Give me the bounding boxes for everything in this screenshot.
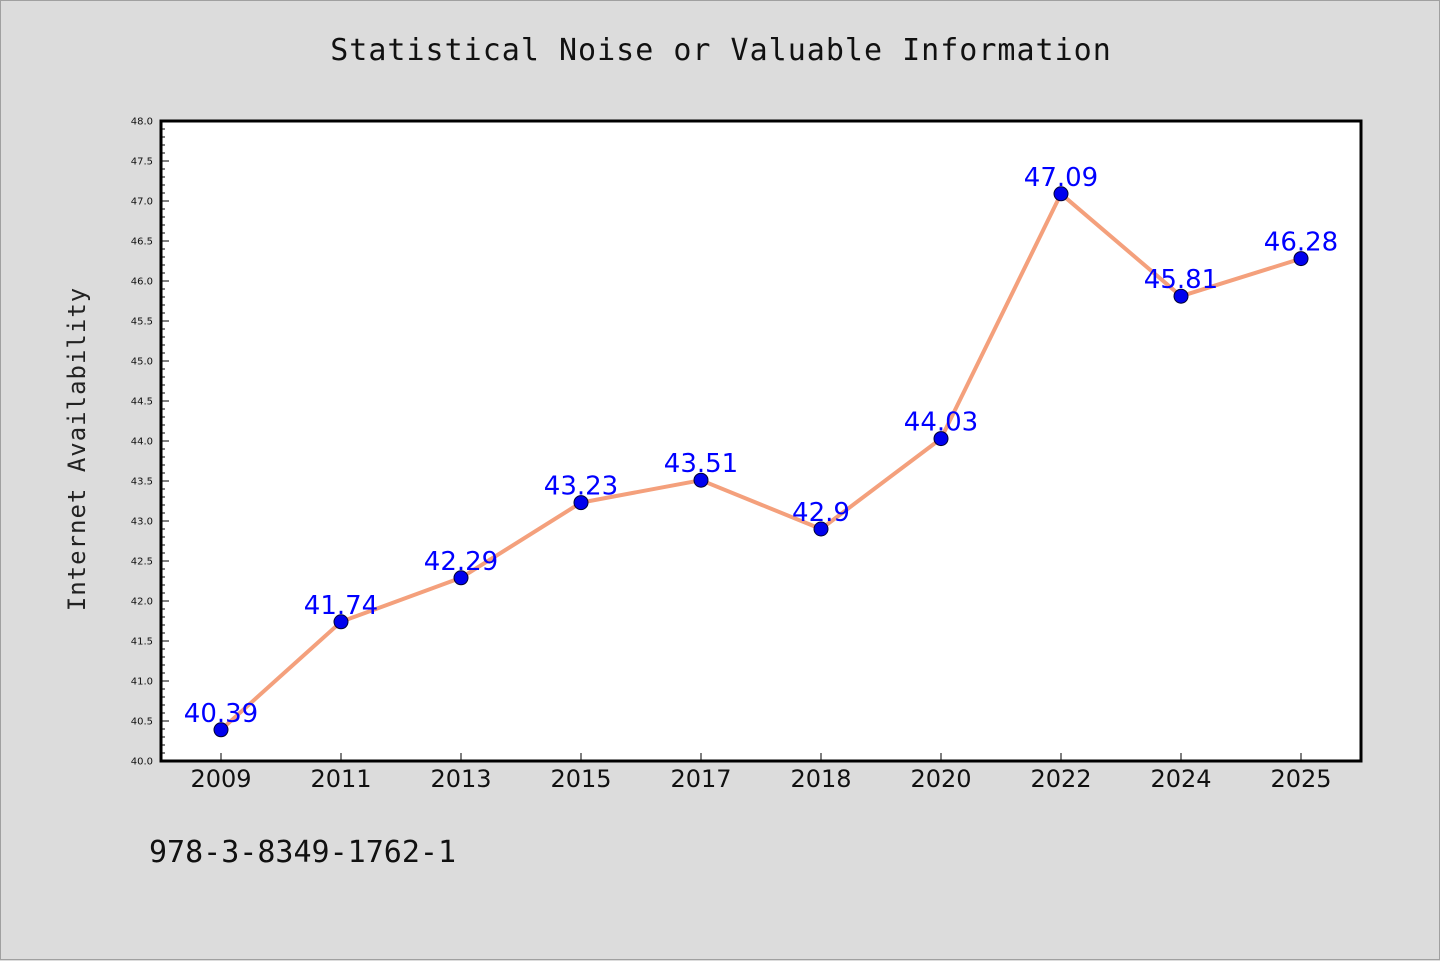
x-tick-label: 2009 — [190, 765, 251, 793]
y-tick-label: 41.0 — [131, 677, 153, 688]
x-tick-label: 2025 — [1270, 765, 1331, 793]
data-point — [813, 521, 829, 537]
data-label: 43.51 — [664, 449, 738, 479]
y-tick-label: 40.5 — [131, 717, 153, 728]
plot-frame — [159, 119, 1363, 763]
data-point — [213, 722, 229, 738]
data-point — [693, 472, 709, 488]
y-tick-label: 47.5 — [131, 157, 153, 168]
x-tick-label: 2018 — [790, 765, 851, 793]
data-label: 42.29 — [424, 547, 498, 577]
data-label: 40.39 — [184, 699, 258, 729]
data-label: 47.09 — [1024, 163, 1098, 193]
x-tick-label: 2013 — [430, 765, 491, 793]
y-tick-label: 43.5 — [131, 477, 153, 488]
y-tick-label: 46.0 — [131, 277, 153, 288]
y-tick-label: 46.5 — [131, 237, 153, 248]
isbn-text: 978-3-8349-1762-1 — [149, 835, 457, 870]
y-tick-label: 41.5 — [131, 637, 153, 648]
y-tick-label: 45.5 — [131, 317, 153, 328]
data-point — [1293, 251, 1309, 267]
y-tick-label: 44.5 — [131, 397, 153, 408]
x-tick-label: 2017 — [670, 765, 731, 793]
y-tick-label: 40.0 — [131, 757, 153, 768]
data-point — [1173, 288, 1189, 304]
data-label: 42.9 — [792, 498, 850, 528]
y-tick-label: 42.0 — [131, 597, 153, 608]
y-tick-label: 44.0 — [131, 437, 153, 448]
data-label: 45.81 — [1144, 265, 1218, 295]
series-line — [219, 191, 1303, 732]
chart-title: Statistical Noise or Valuable Informatio… — [330, 33, 1112, 68]
y-tick-label: 45.0 — [131, 357, 153, 368]
data-point — [333, 614, 349, 630]
data-label: 44.03 — [904, 408, 978, 438]
data-point — [1053, 186, 1069, 202]
y-tick-label: 43.0 — [131, 517, 153, 528]
data-label: 46.28 — [1264, 228, 1338, 258]
data-label: 43.23 — [544, 472, 618, 502]
data-point — [453, 570, 469, 586]
x-tick-label: 2022 — [1030, 765, 1091, 793]
x-tick-label: 2024 — [1150, 765, 1211, 793]
data-label: 41.74 — [304, 591, 378, 621]
y-tick-label: 48.0 — [131, 117, 153, 128]
y-tick-label: 42.5 — [131, 557, 153, 568]
data-point — [573, 495, 589, 511]
y-tick-label: 47.0 — [131, 197, 153, 208]
x-tick-label: 2020 — [910, 765, 971, 793]
x-tick-label: 2015 — [550, 765, 611, 793]
x-tick-label: 2011 — [310, 765, 371, 793]
data-point — [933, 431, 949, 447]
plot-area — [161, 121, 1361, 761]
